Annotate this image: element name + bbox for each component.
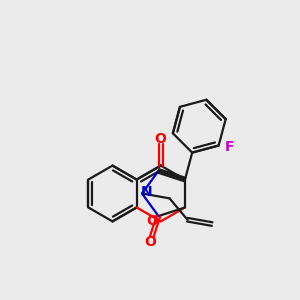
Text: N: N xyxy=(141,185,153,199)
Text: O: O xyxy=(144,235,156,249)
Text: F: F xyxy=(225,140,235,154)
Text: O: O xyxy=(146,214,158,228)
Text: O: O xyxy=(154,132,166,145)
